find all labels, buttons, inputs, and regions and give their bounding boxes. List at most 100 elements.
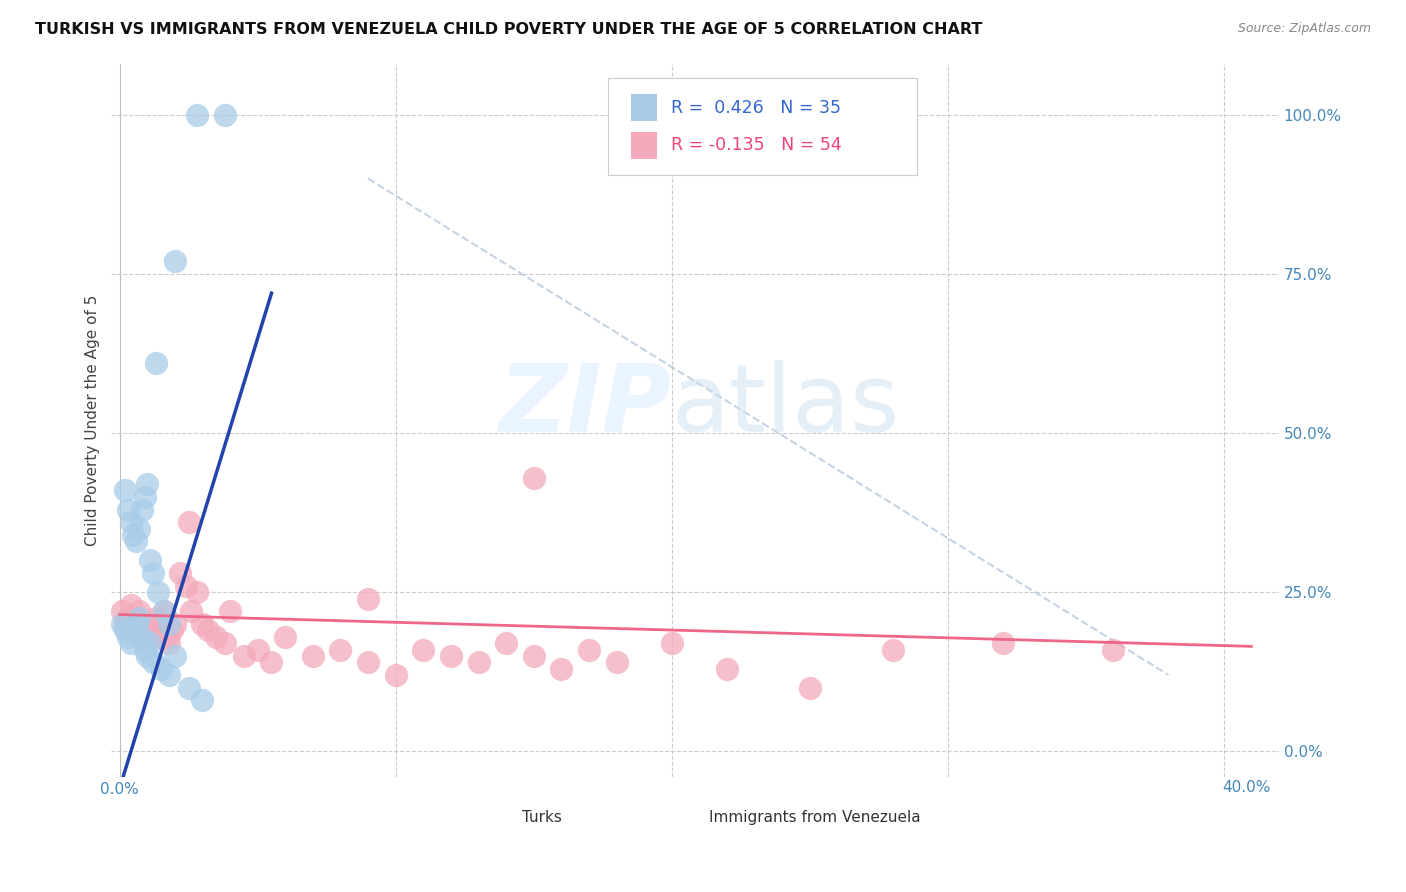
Point [111, 617, 134, 632]
Point [148, 624, 170, 638]
Point [412, 642, 434, 657]
Point [163, 254, 186, 268]
Point [169, 566, 191, 581]
Point [991, 636, 1014, 650]
Point [125, 611, 148, 625]
Point [180, 604, 202, 618]
Point [131, 630, 153, 644]
Point [120, 598, 142, 612]
Point [163, 648, 186, 663]
Point [495, 636, 517, 650]
Point [117, 611, 139, 625]
Point [122, 528, 145, 542]
FancyBboxPatch shape [672, 806, 697, 828]
Point [246, 642, 269, 657]
Point [1102, 642, 1125, 657]
Point [186, 108, 208, 122]
Point [128, 522, 150, 536]
Point [174, 579, 197, 593]
Point [136, 477, 159, 491]
Point [142, 630, 165, 644]
Point [156, 630, 179, 644]
Point [384, 668, 406, 682]
Point [440, 648, 463, 663]
Point [302, 648, 325, 663]
Text: ZIP: ZIP [499, 360, 672, 452]
Y-axis label: Child Poverty Under the Age of 5: Child Poverty Under the Age of 5 [86, 294, 100, 546]
Point [117, 502, 139, 516]
Point [191, 617, 214, 632]
Text: Immigrants from Venezuela: Immigrants from Venezuela [709, 810, 921, 825]
Point [153, 604, 176, 618]
Point [134, 642, 156, 657]
Text: 40.0%: 40.0% [1222, 780, 1271, 795]
Point [219, 604, 242, 618]
Point [329, 642, 352, 657]
Point [120, 636, 142, 650]
Point [145, 356, 167, 370]
Point [153, 604, 176, 618]
FancyBboxPatch shape [485, 806, 510, 828]
Text: Source: ZipAtlas.com: Source: ZipAtlas.com [1237, 22, 1371, 36]
Point [114, 483, 136, 498]
Point [122, 624, 145, 638]
Point [145, 611, 167, 625]
Point [157, 668, 180, 682]
Point [523, 648, 546, 663]
Point [131, 502, 153, 516]
Point [716, 662, 738, 676]
Point [197, 624, 219, 638]
Point [191, 693, 214, 707]
Point [186, 585, 208, 599]
Point [128, 604, 150, 618]
Point [357, 655, 380, 669]
Text: atlas: atlas [672, 360, 900, 452]
Point [605, 655, 627, 669]
FancyBboxPatch shape [607, 78, 917, 175]
Point [550, 662, 572, 676]
Point [214, 108, 236, 122]
Point [134, 490, 156, 504]
Point [163, 617, 186, 632]
FancyBboxPatch shape [631, 132, 657, 159]
Point [150, 662, 173, 676]
Point [136, 648, 159, 663]
Point [114, 624, 136, 638]
Point [125, 617, 148, 632]
Point [111, 604, 134, 618]
Point [177, 681, 200, 695]
Point [122, 624, 145, 638]
Point [157, 636, 180, 650]
Point [260, 655, 283, 669]
Text: TURKISH VS IMMIGRANTS FROM VENEZUELA CHILD POVERTY UNDER THE AGE OF 5 CORRELATIO: TURKISH VS IMMIGRANTS FROM VENEZUELA CHI… [35, 22, 983, 37]
Point [232, 648, 254, 663]
Point [142, 655, 165, 669]
Point [578, 642, 600, 657]
Point [139, 636, 162, 650]
Point [117, 630, 139, 644]
Point [214, 636, 236, 650]
Text: R = -0.135   N = 54: R = -0.135 N = 54 [671, 136, 841, 154]
Point [357, 591, 380, 606]
Point [131, 617, 153, 632]
Point [661, 636, 683, 650]
Text: R =  0.426   N = 35: R = 0.426 N = 35 [671, 98, 841, 117]
Point [128, 611, 150, 625]
Point [157, 617, 180, 632]
Point [114, 617, 136, 632]
Point [142, 566, 165, 581]
Point [799, 681, 821, 695]
Point [136, 624, 159, 638]
FancyBboxPatch shape [631, 94, 657, 121]
Point [125, 534, 148, 549]
Point [139, 553, 162, 567]
Point [205, 630, 228, 644]
Point [139, 617, 162, 632]
Point [523, 471, 546, 485]
Text: Turks: Turks [523, 810, 562, 825]
Point [150, 617, 173, 632]
Point [160, 624, 183, 638]
Point [134, 630, 156, 644]
Point [882, 642, 904, 657]
Point [148, 585, 170, 599]
